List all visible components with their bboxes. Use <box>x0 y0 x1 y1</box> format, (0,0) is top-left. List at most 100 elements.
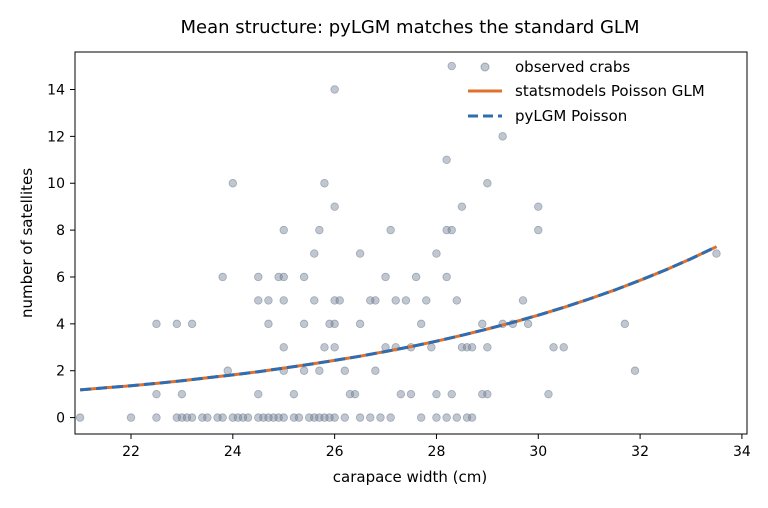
data-point <box>457 202 467 211</box>
data-point <box>422 296 431 305</box>
data-point <box>330 319 339 329</box>
x-tick-label: 30 <box>529 444 547 460</box>
y-tick-label: 0 <box>56 411 65 427</box>
data-point <box>320 343 329 352</box>
data-point <box>330 85 339 94</box>
data-point <box>75 413 85 422</box>
y-tick-label: 4 <box>56 317 65 333</box>
data-point <box>447 225 456 235</box>
data-point <box>279 272 288 282</box>
data-point <box>223 366 232 375</box>
data-point <box>447 389 456 399</box>
data-point <box>320 179 329 188</box>
data-point <box>340 413 350 422</box>
y-tick-label: 8 <box>56 223 65 239</box>
plot-background <box>75 52 747 434</box>
data-point <box>254 389 263 399</box>
y-tick-label: 6 <box>56 270 65 286</box>
data-point <box>289 389 299 399</box>
data-point <box>335 296 344 305</box>
data-point <box>330 343 339 352</box>
data-point <box>152 319 161 329</box>
data-point <box>442 155 451 165</box>
data-point <box>401 296 411 305</box>
data-point <box>152 389 161 399</box>
y-tick-label: 12 <box>47 129 65 145</box>
data-point <box>340 366 350 375</box>
data-point <box>315 225 324 235</box>
data-point <box>172 319 182 329</box>
data-point <box>187 413 197 422</box>
series-line-pylgm <box>79 245 718 392</box>
y-axis: 0 2 4 6 8 10 12 14 <box>47 82 75 427</box>
data-point <box>452 296 462 305</box>
data-point <box>483 343 492 352</box>
data-point <box>126 413 136 422</box>
data-point <box>279 413 288 422</box>
data-point <box>279 343 288 352</box>
data-point <box>432 249 441 258</box>
data-point <box>381 272 390 282</box>
plot-frame <box>74 51 748 435</box>
data-point <box>177 389 187 399</box>
y-axis-label: number of satellites <box>18 168 36 318</box>
data-point <box>518 296 528 305</box>
data-point <box>299 319 309 329</box>
data-point <box>411 272 421 282</box>
data-point <box>386 413 395 422</box>
data-point <box>544 389 553 399</box>
data-point <box>534 202 543 211</box>
data-point <box>620 319 630 329</box>
data-point <box>447 61 456 71</box>
data-point <box>264 296 273 305</box>
data-point <box>218 413 227 422</box>
x-tick-label: 26 <box>326 444 344 460</box>
data-point <box>427 343 436 352</box>
data-point <box>467 343 477 352</box>
data-point <box>376 413 385 422</box>
data-point <box>432 413 441 422</box>
data-point <box>534 225 543 235</box>
data-point <box>467 413 477 422</box>
data-point <box>218 272 227 282</box>
data-point <box>152 413 161 422</box>
data-point <box>228 179 238 188</box>
data-point <box>416 413 426 422</box>
x-tick-label: 34 <box>733 444 751 460</box>
data-point <box>712 249 721 258</box>
chart-title: Mean structure: pyLGM matches the standa… <box>181 17 640 38</box>
fit-lines <box>79 245 718 392</box>
data-point <box>478 319 487 329</box>
data-point <box>299 272 309 282</box>
y-tick-label: 14 <box>47 82 65 98</box>
legend-marker-observed-crabs <box>480 62 490 72</box>
data-point <box>203 413 212 422</box>
data-point <box>279 296 288 305</box>
data-point <box>391 296 400 305</box>
plot-area <box>74 51 748 435</box>
scatter-points <box>75 61 721 422</box>
data-point <box>371 296 380 305</box>
data-point <box>187 319 197 329</box>
data-point <box>442 272 451 282</box>
data-point <box>442 413 451 422</box>
data-point <box>483 389 492 399</box>
data-point <box>498 132 507 141</box>
data-point <box>630 366 640 375</box>
data-point <box>355 413 365 422</box>
x-tick-label: 22 <box>122 444 140 460</box>
data-point <box>310 296 319 305</box>
data-point <box>330 202 339 211</box>
x-tick-label: 32 <box>631 444 649 460</box>
data-point <box>452 413 462 422</box>
data-point <box>264 319 273 329</box>
data-point <box>279 225 288 235</box>
data-point <box>355 249 365 258</box>
data-point <box>432 389 441 399</box>
data-point <box>299 366 309 375</box>
data-point <box>416 319 426 329</box>
data-point <box>483 179 492 188</box>
data-point <box>350 389 360 399</box>
